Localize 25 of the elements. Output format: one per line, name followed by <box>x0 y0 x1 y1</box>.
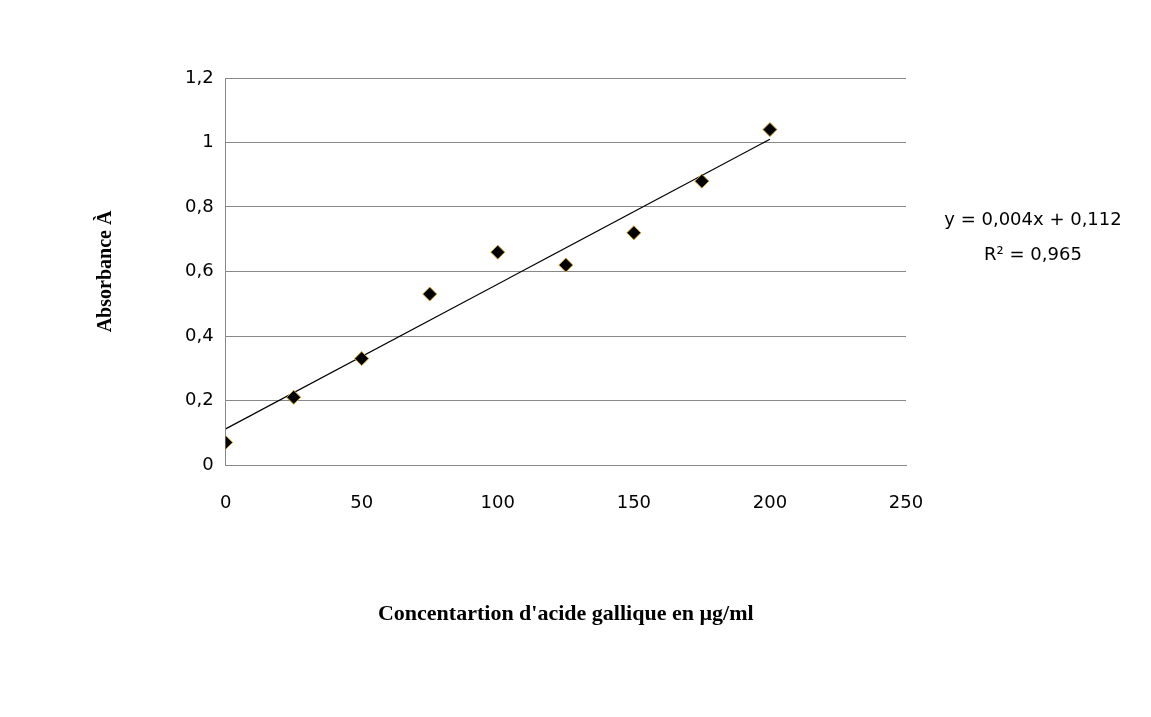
point <box>694 173 710 189</box>
y-tick-label: 0,4 <box>184 323 214 345</box>
y-tick-label: 0,6 <box>184 259 214 281</box>
point <box>354 351 370 367</box>
point <box>286 389 302 405</box>
y-tick-label: 0 <box>202 452 214 474</box>
x-tick-label: 50 <box>350 491 374 513</box>
x-tick-label: 150 <box>616 491 652 513</box>
point <box>762 122 778 138</box>
point <box>490 244 506 260</box>
x-tick-label: 250 <box>888 491 924 513</box>
y-tick-label: 0,8 <box>184 194 214 216</box>
x-tick-label: 0 <box>219 491 232 513</box>
y-tick-label: 1 <box>202 130 214 152</box>
point <box>626 225 642 241</box>
point <box>422 286 438 302</box>
x-tick-label: 200 <box>752 491 788 513</box>
y-tick-label: 0,2 <box>184 388 214 410</box>
x-tick-label: 100 <box>480 491 515 513</box>
text: R² = 0,965 <box>984 242 1082 264</box>
y-axis-title: Absorbance À <box>93 210 116 333</box>
x-axis-title: Concentartion d'acide gallique en µg/ml <box>377 600 754 626</box>
text: y = 0,004x + 0,112 <box>944 207 1122 229</box>
y-tick-label: 1,2 <box>184 65 214 87</box>
point <box>558 257 574 273</box>
